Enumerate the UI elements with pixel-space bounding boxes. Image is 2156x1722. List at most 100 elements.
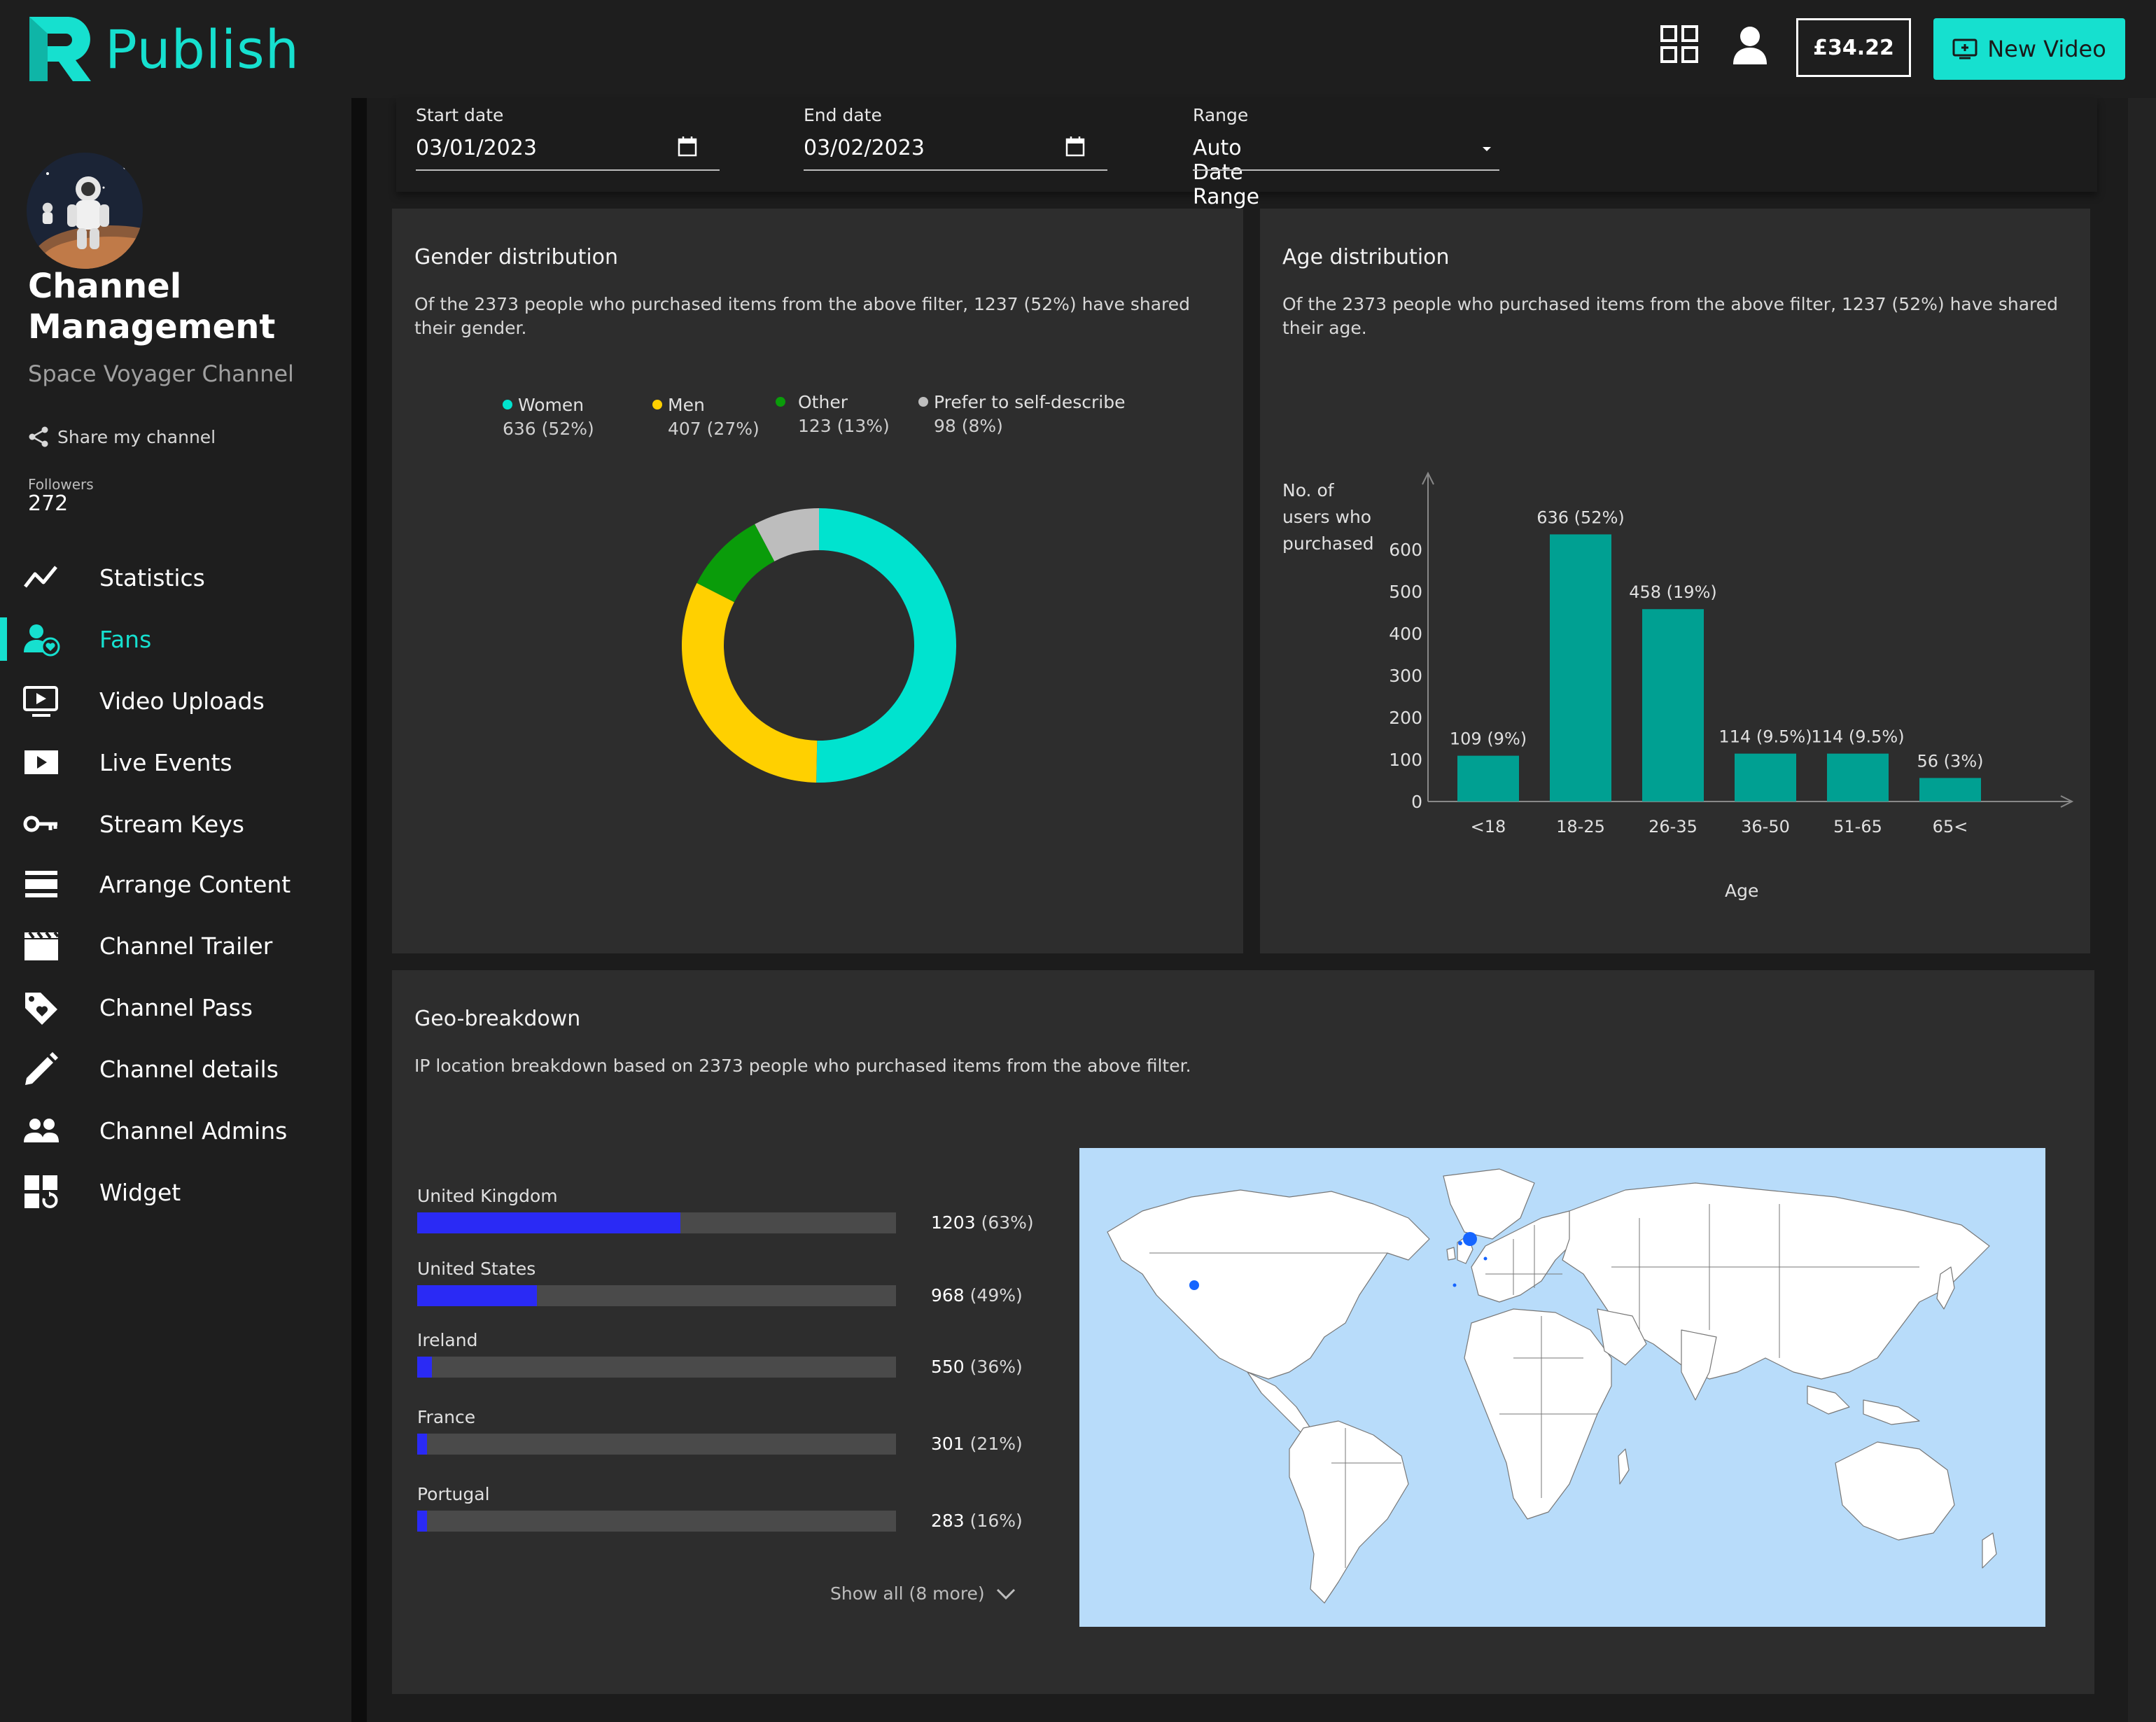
- y-label-line: users who: [1282, 507, 1372, 527]
- geo-count: 968: [931, 1285, 965, 1306]
- sidebar-item-label: Channel Trailer: [99, 932, 273, 960]
- sidebar-item-arrange-content[interactable]: Arrange Content: [0, 860, 350, 909]
- sidebar-item-label: Video Uploads: [99, 687, 265, 715]
- gender-title: Gender distribution: [414, 245, 619, 270]
- followers-label: Followers: [28, 476, 94, 493]
- sidebar-item-statistics[interactable]: Statistics: [0, 553, 350, 602]
- sidebar-item-stream-keys[interactable]: Stream Keys: [0, 799, 350, 848]
- legend-label: Prefer to self-describe: [934, 392, 1126, 412]
- share-icon: [29, 426, 48, 447]
- sidebar-item-label: Arrange Content: [99, 870, 291, 898]
- end-date-field[interactable]: End date 03/02/2023: [804, 105, 1107, 171]
- x-tick-label: 26-35: [1648, 817, 1698, 836]
- donut-slice-other[interactable]: [696, 524, 775, 603]
- start-date-field[interactable]: Start date 03/01/2023: [416, 105, 720, 171]
- range-select[interactable]: Range Auto Date Range: [1193, 105, 1499, 209]
- y-tick-label: 300: [1389, 666, 1422, 686]
- start-date-underline: [416, 169, 720, 171]
- geo-pct: (21%): [969, 1434, 1023, 1454]
- calendar-icon[interactable]: [1065, 136, 1085, 157]
- donut-slice-men[interactable]: [682, 582, 818, 783]
- range-value: Auto Date Range: [1193, 136, 1260, 209]
- widget-icon: [24, 1175, 58, 1208]
- donut-slice-prefer-to-self-describe[interactable]: [755, 508, 819, 561]
- sidebar-item-live-events[interactable]: Live Events: [0, 738, 350, 787]
- y-tick-label: 0: [1411, 792, 1422, 812]
- age-bar-1[interactable]: [1457, 755, 1519, 802]
- key-icon: [23, 816, 57, 832]
- geo-bar-fill: [417, 1434, 427, 1455]
- legend-value: 98 (8%): [934, 416, 1003, 436]
- age-bar-2[interactable]: [1550, 534, 1611, 802]
- legend-dot-icon: [503, 400, 512, 410]
- sidebar-item-channel-trailer[interactable]: Channel Trailer: [0, 921, 350, 970]
- age-y-axis-label: No. of users who purchased: [1282, 477, 1374, 557]
- start-date-value: 03/01/2023: [416, 136, 537, 160]
- clapperboard-icon: [24, 931, 59, 960]
- geo-bar-track: [417, 1212, 896, 1233]
- age-bar-4[interactable]: [1735, 753, 1796, 802]
- geo-pct: (63%): [981, 1212, 1034, 1233]
- chevron-down-icon: [996, 1588, 1015, 1600]
- legend-label: Other: [798, 392, 848, 412]
- geo-value: 283 (16%): [931, 1511, 1023, 1531]
- people-icon: [24, 1119, 59, 1142]
- statistics-icon: [24, 566, 57, 588]
- geo-pct: (16%): [969, 1511, 1023, 1531]
- age-bar-6[interactable]: [1919, 778, 1981, 802]
- show-all-button[interactable]: Show all (8 more): [830, 1583, 1016, 1604]
- end-date-value: 03/02/2023: [804, 136, 925, 160]
- scroll-track[interactable]: [2128, 98, 2156, 1722]
- sidebar-item-channel-pass[interactable]: Channel Pass: [0, 983, 350, 1032]
- age-bar-chart: 0 100 200 300 400 500 600 109 (9%) <18 636 (52%) 1…: [1389, 471, 2074, 836]
- x-tick-label: 18-25: [1556, 817, 1605, 836]
- y-tick-label: 200: [1389, 708, 1422, 728]
- user-account-icon[interactable]: [1729, 24, 1771, 66]
- x-axis-arrow-icon: [2060, 795, 2074, 808]
- y-tick-label: 500: [1389, 582, 1422, 602]
- sidebar-item-widget[interactable]: Widget: [0, 1168, 350, 1217]
- share-channel-link[interactable]: Share my channel: [28, 426, 216, 448]
- channel-avatar[interactable]: [27, 153, 143, 269]
- new-video-button[interactable]: New Video: [1933, 18, 2125, 80]
- sidebar-item-label: Widget: [99, 1178, 181, 1206]
- geo-row-united-states: United States 968 (49%): [417, 1259, 1023, 1306]
- x-tick-label: <18: [1471, 817, 1506, 836]
- sidebar-item-label: Channel Admins: [99, 1116, 288, 1144]
- geo-country-name: United States: [417, 1259, 536, 1279]
- legend-dot-icon: [652, 400, 662, 410]
- geo-title: Geo-breakdown: [414, 1007, 581, 1031]
- y-tick-label: 400: [1389, 624, 1422, 644]
- new-video-label: New Video: [1987, 36, 2106, 62]
- calendar-icon[interactable]: [678, 136, 697, 157]
- age-x-axis-label: Age: [1725, 881, 1759, 901]
- share-label: Share my channel: [57, 426, 216, 447]
- world-map[interactable]: [1079, 1148, 2045, 1627]
- y-label-line: purchased: [1282, 533, 1374, 554]
- gender-description: Of the 2373 people who purchased items f…: [414, 294, 1191, 338]
- geo-bar-track: [417, 1285, 896, 1306]
- sidebar-item-label: Fans: [99, 625, 152, 653]
- age-bar-3[interactable]: [1642, 609, 1704, 802]
- bar-data-label: 114 (9.5%): [1811, 727, 1904, 747]
- sidebar-item-channel-admins[interactable]: Channel Admins: [0, 1106, 350, 1155]
- age-bar-5[interactable]: [1827, 753, 1889, 802]
- sidebar-item-channel-details[interactable]: Channel details: [0, 1044, 350, 1093]
- grid-apps-icon[interactable]: [1659, 24, 1701, 66]
- donut-slice-women[interactable]: [816, 508, 957, 783]
- legend-value: 123 (13%): [798, 416, 890, 436]
- sidebar-item-label: Channel Pass: [99, 993, 253, 1021]
- channel-management-title: Channel Management: [28, 267, 276, 346]
- app-logo[interactable]: Publish: [27, 17, 300, 81]
- sidebar-item-video-uploads[interactable]: Video Uploads: [0, 676, 350, 725]
- legend-women: Women 636 (52%): [503, 393, 594, 441]
- legend-label: Women: [518, 395, 584, 415]
- geo-count: 1203: [931, 1212, 976, 1233]
- sidebar-item-fans[interactable]: Fans: [0, 615, 350, 664]
- x-tick-label: 36-50: [1741, 817, 1790, 836]
- legend-self-describe: Prefer to self-describe 98 (8%): [918, 391, 1126, 438]
- geo-pct: (36%): [969, 1357, 1023, 1377]
- range-underline: [1193, 169, 1499, 171]
- balance-button[interactable]: £34.22: [1796, 18, 1911, 77]
- geo-count: 301: [931, 1434, 965, 1454]
